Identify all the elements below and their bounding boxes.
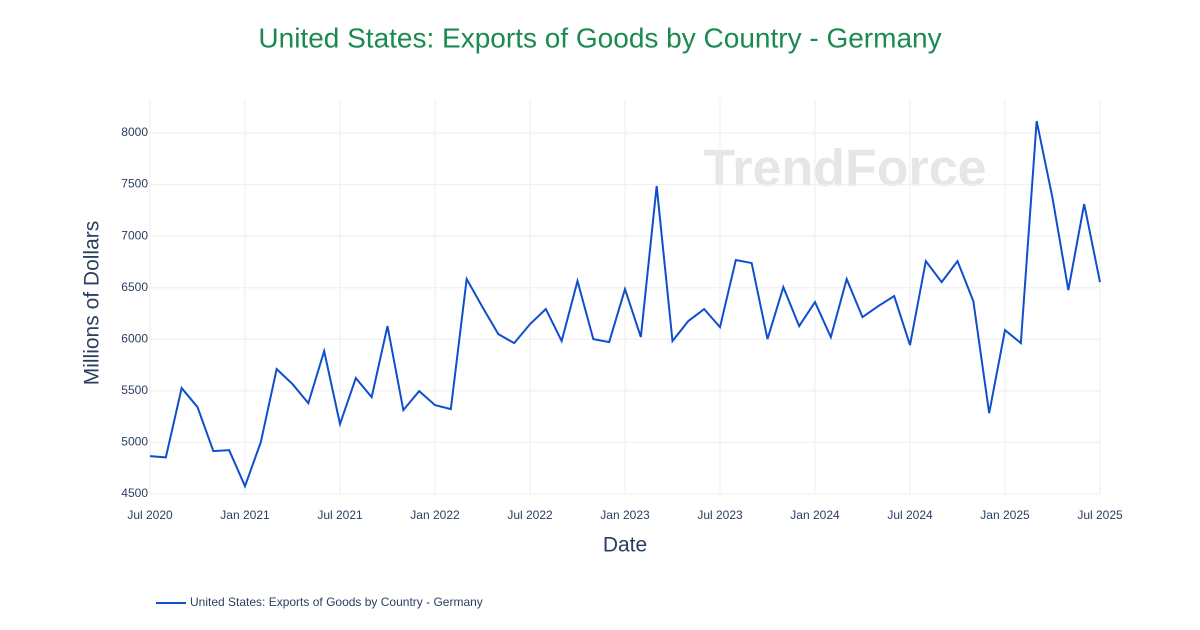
x-tick-label: Jan 2023 — [600, 508, 650, 522]
y-tick-label: 6500 — [121, 280, 148, 294]
x-tick-label: Jul 2025 — [1077, 508, 1123, 522]
y-tick-label: 7500 — [121, 177, 148, 191]
y-tick-label: 8000 — [121, 125, 148, 139]
legend-label: United States: Exports of Goods by Count… — [190, 595, 483, 609]
chart-title: United States: Exports of Goods by Count… — [258, 22, 941, 53]
y-tick-label: 7000 — [121, 228, 148, 242]
x-tick-label: Jul 2021 — [317, 508, 363, 522]
x-tick-label: Jul 2024 — [887, 508, 933, 522]
y-tick-label: 4500 — [121, 486, 148, 500]
y-tick-label: 5500 — [121, 383, 148, 397]
data-line — [149, 120, 1101, 489]
watermark: TrendForce — [703, 140, 986, 198]
y-tick-label: 6000 — [121, 331, 148, 345]
x-tick-label: Jan 2024 — [790, 508, 840, 522]
x-tick-label: Jul 2023 — [697, 508, 743, 522]
x-tick-label: Jan 2022 — [410, 508, 460, 522]
x-tick-label: Jan 2021 — [220, 508, 270, 522]
y-tick-label: 5000 — [121, 435, 148, 449]
x-tick-label: Jul 2020 — [127, 508, 173, 522]
x-axis-title: Date — [603, 534, 647, 557]
x-tick-label: Jan 2025 — [980, 508, 1030, 522]
y-axis-title: Millions of Dollars — [81, 221, 104, 386]
x-tick-label: Jul 2022 — [507, 508, 553, 522]
